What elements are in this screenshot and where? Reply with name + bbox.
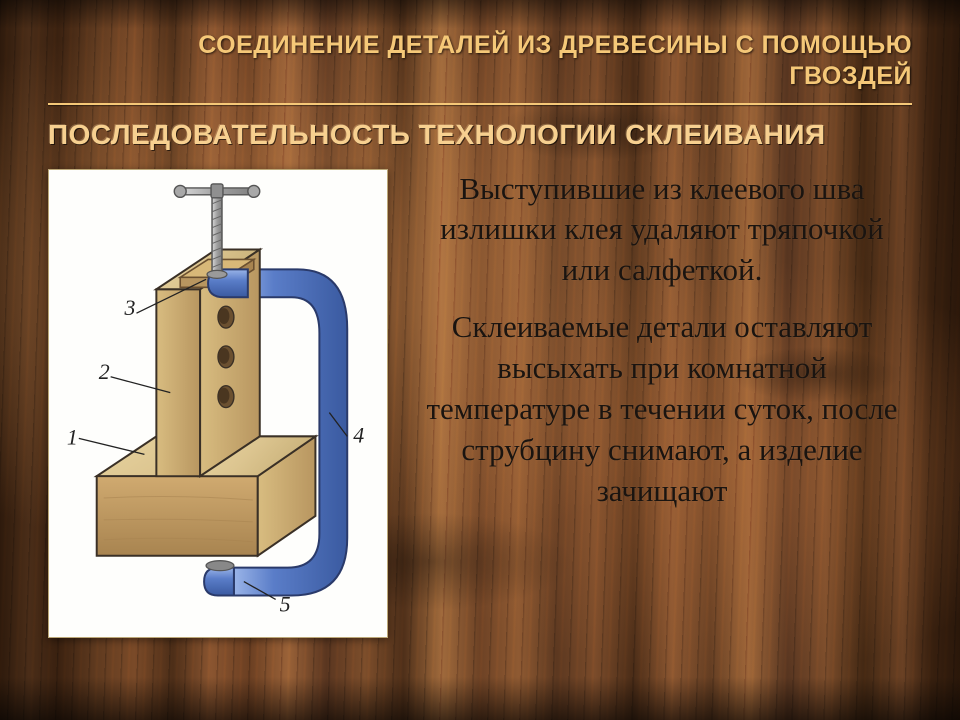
callout-1: 1 bbox=[67, 425, 78, 449]
clamp-svg: 1 2 3 4 5 bbox=[49, 170, 387, 637]
paragraph-1: Выступившие из клеевого шва излишки клея… bbox=[416, 169, 908, 292]
main-row: 1 2 3 4 5 Выступившие из клеевого шва из… bbox=[48, 169, 912, 638]
callout-2: 2 bbox=[99, 359, 110, 383]
title-rule bbox=[48, 103, 912, 105]
callout-5: 5 bbox=[280, 592, 291, 616]
slide-subtitle: ПОСЛЕДОВАТЕЛЬНОСТЬ ТЕХНОЛОГИИ СКЛЕИВАНИЯ bbox=[48, 119, 912, 151]
clamp-diagram: 1 2 3 4 5 bbox=[48, 169, 388, 638]
callout-3: 3 bbox=[124, 296, 136, 320]
callout-4: 4 bbox=[353, 423, 364, 447]
body-text: Выступившие из клеевого шва излишки клея… bbox=[416, 169, 912, 512]
slide-title: СОЕДИНЕНИЕ ДЕТАЛЕЙ ИЗ ДРЕВЕСИНЫ С ПОМОЩЬ… bbox=[48, 30, 912, 93]
slide-content: СОЕДИНЕНИЕ ДЕТАЛЕЙ ИЗ ДРЕВЕСИНЫ С ПОМОЩЬ… bbox=[0, 0, 960, 720]
paragraph-2: Склеиваемые детали оставляют высыхать пр… bbox=[416, 307, 908, 512]
